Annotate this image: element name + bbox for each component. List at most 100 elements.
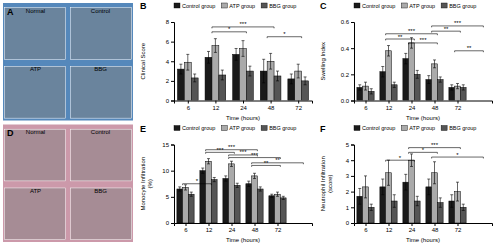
image-placeholder [71,8,132,60]
significance-label: * [196,178,199,184]
legend-item: BBG group [441,3,476,9]
error-bar [370,89,373,94]
x-axis: 612244872 [355,101,493,111]
x-tick-mark [366,223,367,226]
bar-panel: 0.00.20.40.6612244872***************Time… [320,1,493,121]
y-tick-label: 5 [166,194,170,200]
legend-swatch [354,3,360,8]
x-tick-mark [255,223,256,226]
legend-swatch [441,126,447,131]
x-tick-mark [458,223,459,226]
x-tick-label: 12 [386,105,393,111]
y-tick: 0 [346,220,354,226]
annotations: ***************** [183,144,304,185]
x-axis-title: Time (hours) [406,115,440,121]
y-axis: 0.00.20.40.6 [341,19,355,104]
marks [357,154,466,223]
x-axis-title: Time (hours) [406,237,440,243]
legend-swatch [261,3,267,8]
legend-item: BBG group [261,125,296,131]
image-panel: ANormalControlATPBBG [3,3,133,121]
y-axis-line [171,145,175,224]
x-axis-line [355,101,493,104]
marks [177,159,286,223]
y-tick-mark [171,145,174,146]
y-tick-mark [171,81,174,82]
x-tick-label: 24 [409,105,416,111]
y-tick-mark [351,160,354,161]
y-tick: 5 [346,142,354,148]
x-tick-mark [366,101,367,104]
x-tick: 48 [432,101,439,111]
legend-swatch [354,126,360,131]
x-tick: 6 [364,101,368,111]
panel-title: D [7,128,14,138]
bar [205,57,212,100]
bar [409,43,415,101]
y-tick-mark [171,101,174,102]
y-tick-label: 0.0 [341,98,350,104]
bar [386,51,392,101]
y-tick: 15 [162,142,174,148]
error-bar [230,161,233,166]
y-tick-label: 8 [166,19,170,25]
bar [206,161,212,223]
y-axis: 02468 [166,19,175,104]
error-bar [253,173,256,178]
x-tick: 24 [229,223,236,233]
x-axis-title: Time (hours) [226,115,260,121]
significance-label: *** [431,142,439,148]
x-tick-mark [278,223,279,226]
panel-title: F [320,124,326,134]
x-tick: 24 [240,101,247,111]
x-tick-label: 6 [184,227,188,233]
bar [252,176,258,223]
x-axis: 612244872 [175,223,313,233]
error-bar [456,182,459,201]
image-label: ATP [30,188,41,194]
series [357,53,455,100]
legend-label: ATP group [229,125,255,131]
legend-item: Control group [354,3,395,9]
y-tick-label: 3 [346,173,350,179]
image-placeholder [71,129,132,181]
series [184,39,301,101]
error-bar [179,64,182,74]
error-bar [248,66,251,76]
y-tick-mark [351,74,354,75]
plot-area: 012345612244872******Time (hours)Neutrop… [320,142,493,243]
y-tick: 2 [346,189,354,195]
x-tick: 24 [409,223,416,233]
bar-panel: 051015612244872*****************Time (ho… [140,124,313,244]
y-tick-label: 4 [346,158,350,164]
significance-label: ** [444,26,449,32]
series [357,174,455,223]
marks [177,39,308,101]
x-tick: 72 [275,223,282,233]
error-bar [213,177,216,181]
x-tick-label: 24 [409,227,416,233]
error-bar [269,53,272,69]
x-tick: 12 [386,223,393,233]
bar [432,64,438,101]
error-bar [364,176,367,198]
error-bar [236,183,239,187]
legend-swatch [401,3,407,8]
significance-label: ** [275,157,280,163]
error-bar [190,192,193,196]
y-tick-mark [171,22,174,23]
x-tick-mark [298,101,299,104]
y-tick-mark [351,101,354,102]
y-tick: 0 [166,98,174,104]
image-label: BBG [94,66,107,72]
x-tick: 48 [432,223,439,233]
x-tick: 12 [206,223,213,233]
legend-label: ATP group [409,3,435,9]
y-axis-title: Clinical Score [140,42,146,79]
y-tick-label: 1 [346,205,350,211]
y-tick-mark [171,171,174,172]
legend-label: BBG group [449,125,476,131]
y-tick-mark [171,42,174,43]
error-bar [207,51,210,63]
legend-swatch [221,3,227,8]
